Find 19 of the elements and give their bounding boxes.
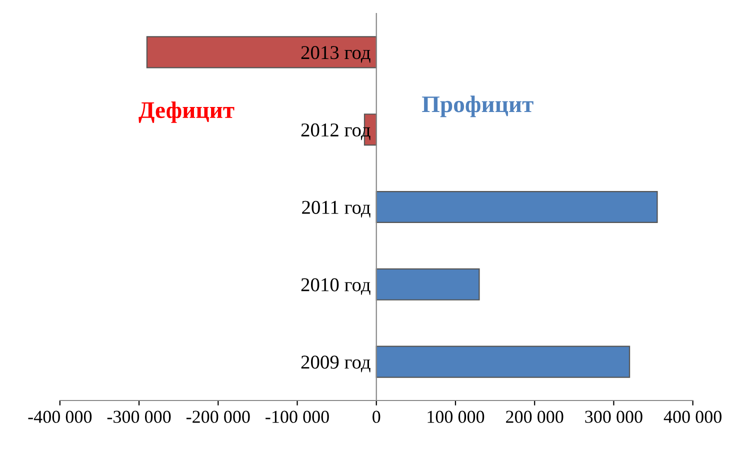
x-tick-label: -300 000 [107, 410, 171, 423]
x-tick-label: 200 000 [506, 410, 564, 423]
x-tick-label: 0 [372, 410, 380, 423]
x-tick-label: -200 000 [186, 410, 250, 423]
x-tick-label: -400 000 [28, 410, 92, 423]
y-tick-label: 2011 год [302, 200, 370, 218]
bar [376, 268, 480, 300]
x-tick-label: -100 000 [266, 410, 329, 423]
bar [146, 36, 377, 68]
annotation: Дефицит [138, 101, 234, 123]
bar [376, 190, 658, 224]
bar [376, 346, 630, 378]
y-tick-label: 2009 год [301, 356, 370, 372]
x-tick-label: 100 000 [428, 410, 484, 423]
x-tick-label: 300 000 [585, 410, 642, 423]
x-tick-label: 400 000 [664, 410, 722, 423]
annotation: Профицит [422, 96, 534, 118]
y-tick-label: 2013 год [301, 46, 370, 63]
y-tick-label: 2010 год [301, 278, 370, 295]
